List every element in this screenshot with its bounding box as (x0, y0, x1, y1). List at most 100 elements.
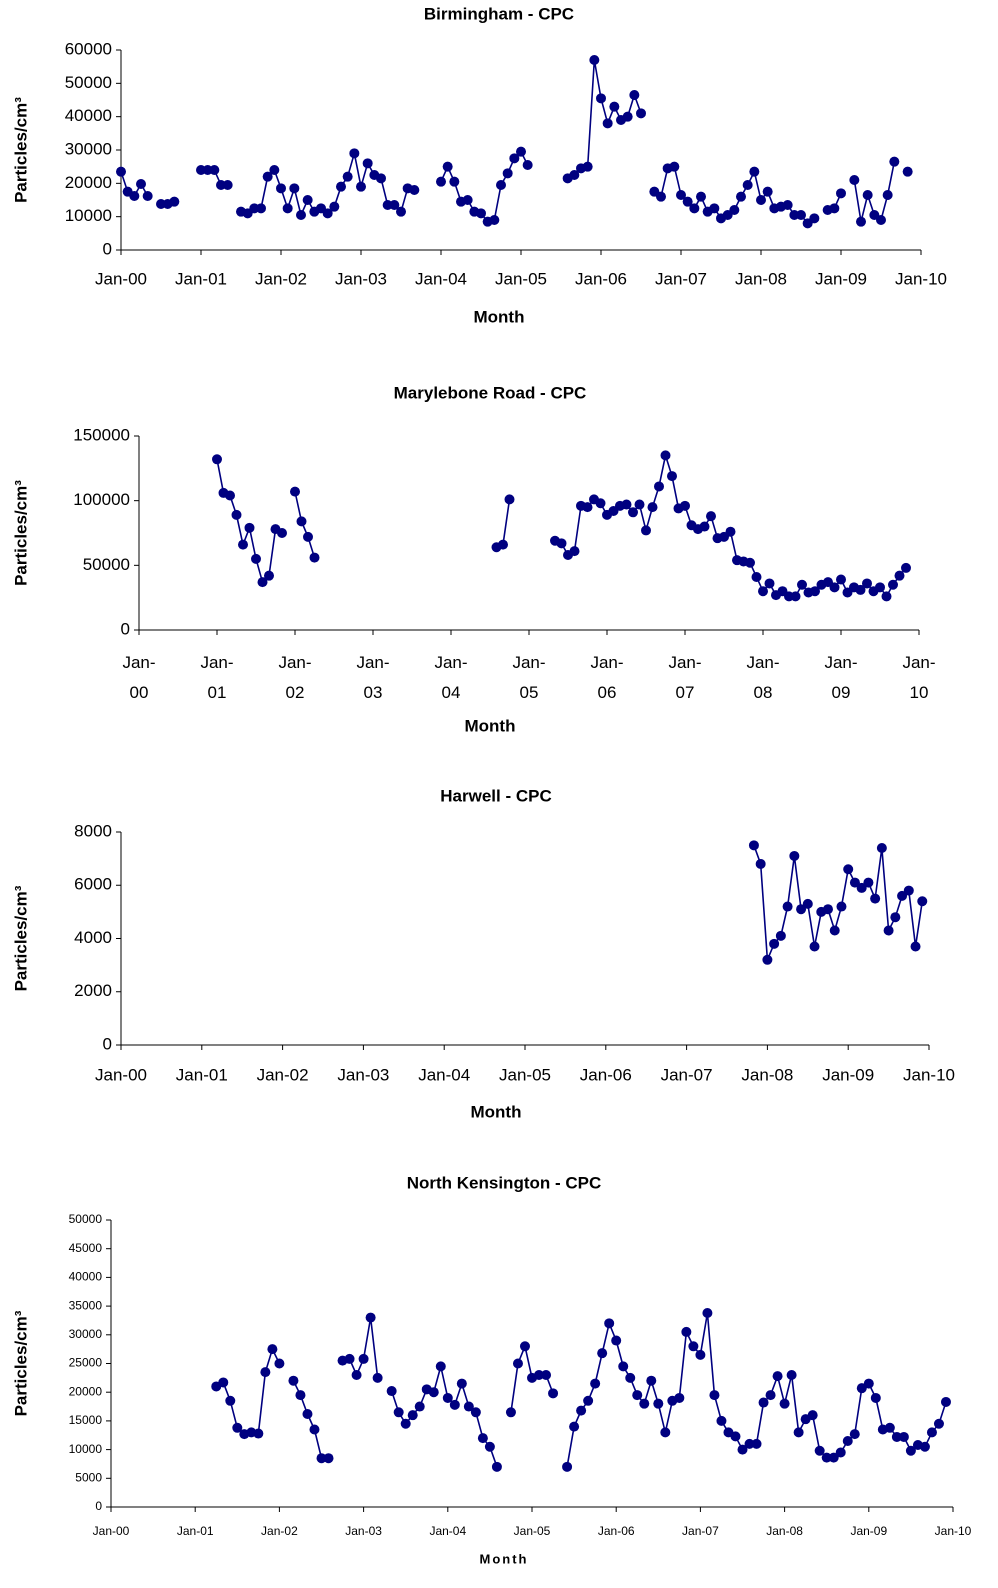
x-tick-label: Jan-00 (93, 1524, 130, 1538)
x-tick-label: Jan-05 (499, 1065, 551, 1084)
data-point (274, 1358, 285, 1369)
data-line (753, 845, 924, 961)
data-point (322, 208, 333, 219)
data-point (793, 1427, 804, 1438)
data-point (660, 450, 671, 461)
x-tick-label: Jan-03 (345, 1524, 382, 1538)
data-point (789, 850, 800, 861)
data-point (290, 486, 300, 497)
data-point (762, 954, 773, 965)
x-tick-label: Jan-06 (580, 1065, 632, 1084)
data-point (807, 1410, 818, 1421)
data-point (758, 1397, 769, 1408)
data-point (276, 183, 286, 194)
data-point (316, 1453, 327, 1464)
data-point (282, 203, 293, 214)
data-point (342, 171, 353, 182)
y-tick-label: 60000 (65, 39, 112, 58)
data-point (449, 176, 460, 187)
data-point (856, 882, 867, 893)
x-tick-label: Jan-07 (655, 269, 707, 288)
data-point (836, 901, 847, 912)
data-point (504, 494, 515, 505)
data-point (344, 1353, 355, 1364)
data-point (828, 1452, 839, 1463)
y-axis-label: Particles/cm³ (11, 480, 30, 586)
x-tick-label: Jan-00 (95, 1065, 147, 1084)
data-point (569, 546, 580, 557)
y-axis-label: Particles/cm³ (11, 885, 30, 991)
data-point (269, 165, 280, 175)
data-point (702, 1307, 713, 1318)
data-point (897, 890, 908, 901)
data-point (884, 1422, 895, 1433)
data-point (597, 1348, 608, 1359)
data-point (625, 1372, 636, 1383)
x-tick-label: Jan-03 (356, 653, 389, 702)
data-point (309, 552, 320, 563)
data-point (809, 941, 820, 952)
data-point (622, 111, 633, 122)
data-point (755, 858, 766, 869)
data-point (875, 582, 885, 593)
data-point (689, 203, 700, 214)
y-tick-label: 25000 (69, 1356, 103, 1370)
data-point (641, 525, 651, 536)
data-point (509, 153, 520, 164)
data-point (751, 571, 762, 582)
data-point (590, 1378, 601, 1389)
data-point (751, 1438, 762, 1449)
data-point (489, 215, 500, 225)
data-point (821, 1452, 832, 1463)
data-point (933, 1418, 944, 1429)
data-point (435, 1361, 446, 1372)
data-point (253, 1428, 264, 1439)
data-point (225, 1395, 236, 1406)
data-point (762, 186, 773, 197)
x-tick-label: Jan-01 (175, 269, 227, 288)
data-point (476, 208, 486, 219)
data-point (695, 1349, 706, 1360)
data-point (862, 578, 872, 589)
data-point (898, 1431, 909, 1442)
data-point (863, 877, 874, 888)
data-point (296, 516, 307, 527)
data-point (674, 1392, 685, 1403)
data-point (257, 577, 268, 588)
x-tick-label: Jan-02 (261, 1524, 298, 1538)
x-tick-label: Jan-06 (575, 269, 627, 288)
y-tick-label: 10000 (65, 206, 112, 225)
x-tick-label: Jan-04 (434, 653, 467, 702)
data-point (336, 181, 346, 192)
data-point (809, 213, 820, 224)
data-point (548, 1388, 559, 1399)
data-point (786, 1369, 797, 1380)
data-point (296, 210, 306, 220)
data-point (790, 591, 801, 602)
x-tick-label: Jan-08 (766, 1524, 803, 1538)
y-tick-label: 50000 (83, 555, 130, 574)
data-point (653, 1398, 664, 1409)
data-point (569, 1421, 580, 1432)
data-point (522, 160, 533, 170)
data-point (765, 1390, 776, 1401)
x-tick-label: Jan-06 (598, 1524, 635, 1538)
data-point (891, 1431, 902, 1442)
chart-title: North Kensington - CPC (407, 1173, 602, 1192)
data-point (888, 579, 898, 590)
x-tick-label: Jan-09 (815, 269, 867, 288)
data-point (782, 901, 793, 912)
x-tick-label: Jan-03 (337, 1065, 389, 1084)
data-point (244, 522, 255, 533)
data-point (749, 166, 760, 177)
x-tick-label: Jan-05 (514, 1524, 551, 1538)
data-point (358, 1353, 369, 1364)
data-point (883, 925, 894, 936)
y-tick-label: 2000 (74, 981, 112, 1000)
data-point (688, 1341, 699, 1352)
y-tick-label: 40000 (69, 1270, 103, 1284)
data-point (744, 1438, 755, 1449)
data-point (302, 1409, 313, 1420)
data-point (372, 1372, 383, 1383)
data-point (604, 1318, 615, 1329)
